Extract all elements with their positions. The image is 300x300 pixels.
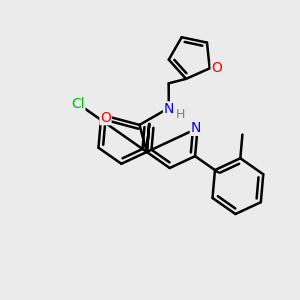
Text: H: H [176,108,185,122]
Text: O: O [211,61,222,75]
Text: Cl: Cl [71,97,85,111]
Text: N: N [190,121,201,135]
Text: O: O [100,111,111,125]
Text: N: N [164,102,174,116]
